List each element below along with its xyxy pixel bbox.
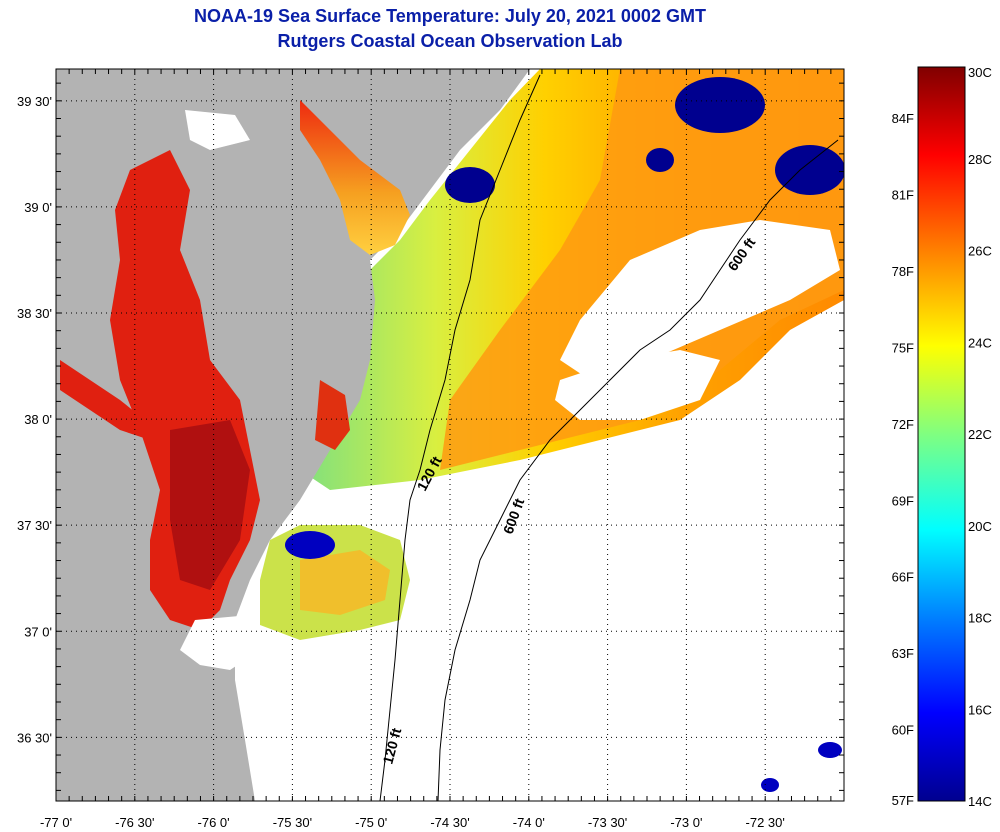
- colorbar-celsius-label: 30C: [968, 65, 992, 80]
- colorbar-fahrenheit-label: 63F: [892, 646, 914, 661]
- lon-tick-label: -73 0': [670, 815, 702, 830]
- eastern-shore-water: [315, 380, 350, 450]
- lat-tick-label: 39 0': [24, 200, 52, 215]
- chesapeake-mouth-cloud: [180, 615, 260, 670]
- colorbar-celsius-label: 26C: [968, 244, 992, 259]
- delaware-bay: [300, 100, 410, 255]
- lat-tick-label: 39 30': [17, 94, 52, 109]
- upper-bay-cloud: [185, 110, 250, 150]
- lat-tick-label: 37 30': [17, 518, 52, 533]
- colorbar-fahrenheit-label: 69F: [892, 493, 914, 508]
- cold-blob-south: [285, 531, 335, 559]
- cold-blob-se-2: [761, 778, 779, 792]
- lon-tick-label: -74 0': [513, 815, 545, 830]
- lon-tick-label: -72 30': [746, 815, 785, 830]
- colorbar-celsius-label: 28C: [968, 152, 992, 167]
- cold-blob-ne-2: [775, 145, 844, 195]
- lat-tick-label: 38 0': [24, 412, 52, 427]
- lon-tick-label: -74 30': [430, 815, 469, 830]
- lon-tick-label: -76 30': [115, 815, 154, 830]
- colorbar-fahrenheit-label: 78F: [892, 264, 914, 279]
- graticule: [56, 69, 844, 801]
- lon-tick-label: -73 30': [588, 815, 627, 830]
- colorbar-fahrenheit-label: 81F: [892, 187, 914, 202]
- lat-tick-label: 37 0': [24, 624, 52, 639]
- colorbar-celsius-label: 16C: [968, 702, 992, 717]
- lon-tick-label: -75 0': [355, 815, 387, 830]
- lon-tick-label: -77 0': [40, 815, 72, 830]
- potomac-river: [60, 360, 150, 440]
- colorbar-fahrenheit-label: 57F: [892, 793, 914, 808]
- cold-blob-coast: [445, 167, 495, 203]
- southern-sst-patch-warm: [300, 550, 390, 615]
- colorbar-labels: 30C 28C 26C 24C 22C 20C 18C 16C 14C 84F 81F 78F 75F 7…: [892, 65, 992, 809]
- cloud-patch-2: [555, 350, 720, 420]
- colorbar-fahrenheit-label: 66F: [892, 570, 914, 585]
- chesapeake-lower-warm: [170, 420, 250, 590]
- contour-120ft: [379, 74, 541, 802]
- colorbar-celsius-label: 14C: [968, 794, 992, 809]
- colorbar-fahrenheit-label: 60F: [892, 723, 914, 738]
- lon-tick-label: -75 30': [273, 815, 312, 830]
- lat-tick-label: 36 30': [17, 730, 52, 745]
- colorbar: [917, 66, 966, 802]
- axis-ticks: [55, 69, 845, 801]
- cold-blob-ne-1: [675, 77, 765, 133]
- bathymetry-contours: [379, 74, 839, 802]
- lon-tick-label: -76 0': [198, 815, 230, 830]
- longitude-labels: -77 0' -76 30' -76 0' -75 30' -75 0' -74 30' -…: [40, 815, 785, 830]
- colorbar-fahrenheit-label: 72F: [892, 417, 914, 432]
- map-title: NOAA-19 Sea Surface Temperature: July 20…: [194, 6, 706, 26]
- colorbar-celsius-label: 24C: [968, 335, 992, 350]
- latitude-labels: 39 30' 39 0' 38 30' 38 0' 37 30' 37 0' 36 30': [17, 94, 52, 746]
- colorbar-celsius-label: 20C: [968, 519, 992, 534]
- contour-600ft: [437, 139, 839, 802]
- colorbar-celsius-label: 18C: [968, 611, 992, 626]
- map-subtitle: Rutgers Coastal Ocean Observation Lab: [277, 31, 623, 51]
- lat-tick-label: 38 30': [17, 306, 52, 321]
- colorbar-fahrenheit-label: 84F: [892, 111, 914, 126]
- cold-blob-se: [818, 742, 842, 758]
- colorbar-fahrenheit-label: 75F: [892, 340, 914, 355]
- cold-blob-ne-3: [646, 148, 674, 172]
- colorbar-celsius-label: 22C: [968, 427, 992, 442]
